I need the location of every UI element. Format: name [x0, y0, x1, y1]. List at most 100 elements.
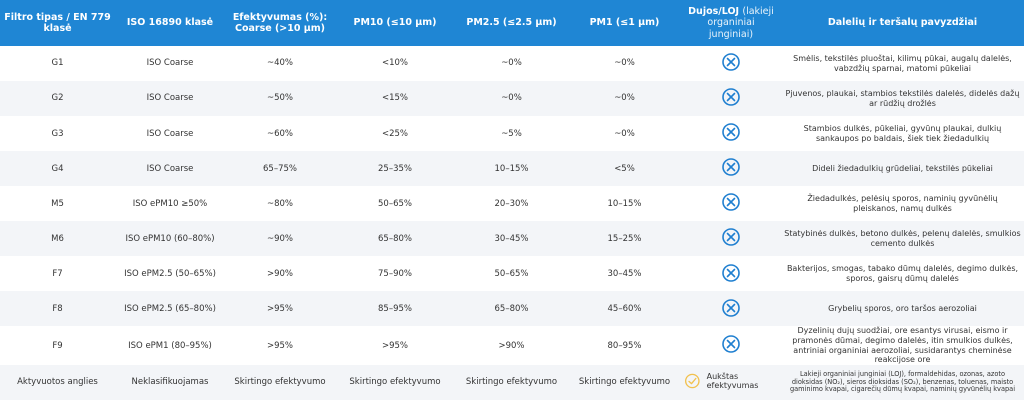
table-row: G4 ISO Coarse 65–75% 25–35% 10–15% <5% Dideli …: [0, 151, 1024, 187]
examples-cell: Grybelių sporos, oro taršos aerozoliai: [781, 291, 1024, 327]
cell: ISO Coarse: [146, 58, 194, 69]
cell: F9: [52, 340, 63, 351]
cell: 15–25%: [568, 221, 681, 257]
x-icon: [722, 158, 740, 177]
cell: >90%: [498, 340, 525, 351]
cell: ISO Coarse: [115, 151, 225, 187]
cell: ~40%: [266, 58, 293, 69]
header-cell: PM1 (≤1 µm): [568, 0, 681, 46]
table-row: G1 ISO Coarse ~40% <10% ~0% ~0% Smėlis, teksti…: [0, 46, 1024, 81]
cell: ~0%: [455, 81, 568, 117]
table-row: F9 ISO ePM1 (80–95%) >95% >95% >90% 80–95% Dyz…: [0, 326, 1024, 364]
gas-cell: [681, 151, 781, 187]
cell: >95%: [225, 291, 335, 327]
table-body: G1 ISO Coarse ~40% <10% ~0% ~0% Smėlis, teksti…: [0, 46, 1024, 400]
gas-cell: [681, 291, 781, 327]
header-cell: ISO 16890 klasė: [115, 0, 225, 46]
header-cell: Dujos/LOJ (lakieji organiniai junginiai): [681, 0, 781, 46]
examples-cell: Žiedadulkės, pelėsių sporos, naminių gyv…: [807, 194, 998, 213]
cell: G2: [0, 81, 115, 117]
table-row: G2 ISO Coarse ~50% <15% ~0% ~0% Pjuvenos, plau…: [0, 81, 1024, 117]
cell: ~80%: [266, 198, 293, 209]
x-icon: [722, 53, 740, 72]
cell: G4: [0, 151, 115, 187]
cell: Skirtingo efektyvumo: [225, 364, 335, 400]
examples-cell: Bakterijos, smogas, tabako dūmų dalelės,…: [786, 264, 1019, 283]
cell: Skirtingo efektyvumo: [568, 364, 681, 400]
cell: ~60%: [266, 128, 293, 139]
cell: Aktyvuotos anglies: [0, 364, 115, 400]
table-header: Filtro tipas / EN 779 klasė ISO 16890 kl…: [0, 0, 1024, 46]
cell: ~0%: [614, 58, 635, 69]
table-row: G3 ISO Coarse ~60% <25% ~5% ~0% Stambios dulkė…: [0, 116, 1024, 151]
check-icon: [684, 373, 700, 389]
cell: 45–60%: [568, 291, 681, 327]
x-icon: [722, 123, 740, 142]
cell: >95%: [381, 340, 408, 351]
cell: 30–45%: [607, 268, 642, 279]
cell: 50–65%: [494, 268, 529, 279]
cell: ~5%: [501, 128, 522, 139]
examples-cell: Lakieji organiniai junginiai (LOJ), form…: [781, 364, 1024, 400]
cell: ISO Coarse: [115, 81, 225, 117]
x-icon: [722, 298, 740, 317]
header-note: (lakieji organiniai junginiai): [707, 5, 774, 40]
cell: G3: [51, 128, 64, 139]
cell: ISO ePM10 (60–80%): [115, 221, 225, 257]
cell: 25–35%: [335, 151, 455, 187]
header-row: Filtro tipas / EN 779 klasė ISO 16890 kl…: [0, 0, 1024, 46]
cell: 80–95%: [607, 340, 642, 351]
table-row: F8 ISO ePM2.5 (65–80%) >95% 85–95% 65–80% 45–…: [0, 291, 1024, 327]
cell: >95%: [266, 340, 293, 351]
gas-cell: [681, 256, 781, 291]
gas-indicator: Aukštas efektyvumas: [684, 371, 778, 391]
header-text: Dujos/LOJ: [688, 5, 740, 17]
header-cell: Efektyvumas (%): Coarse (>10 µm): [225, 0, 335, 46]
gas-cell: [681, 116, 781, 151]
cell: F7: [52, 268, 63, 279]
cell: ~0%: [501, 58, 522, 69]
cell: 75–90%: [378, 268, 412, 279]
header-cell: PM2.5 (≤2.5 µm): [455, 0, 568, 46]
header-cell: Dalelių ir teršalų pavyzdžiai: [781, 0, 1024, 46]
cell: <25%: [381, 128, 408, 139]
gas-cell: [681, 186, 781, 221]
cell: ISO ePM10 ≥50%: [132, 198, 208, 209]
cell: F8: [0, 291, 115, 327]
gas-cell: [681, 46, 781, 81]
cell: G1: [51, 58, 64, 69]
cell: <10%: [381, 58, 408, 69]
cell: <5%: [568, 151, 681, 187]
gas-cell: [681, 81, 781, 117]
cell: ISO ePM2.5 (65–80%): [115, 291, 225, 327]
x-icon: [722, 263, 740, 282]
examples-cell: Dideli žiedadulkių grūdeliai, tekstilės …: [781, 151, 1024, 187]
cell: ISO Coarse: [146, 128, 194, 139]
gas-cell: [681, 221, 781, 257]
cell: ISO ePM1 (80–95%): [128, 340, 212, 351]
cell: Skirtingo efektyvumo: [335, 364, 455, 400]
examples-cell: Dyzelinių dujų suodžiai, ore esantys vir…: [792, 326, 1013, 365]
cell: M6: [0, 221, 115, 257]
examples-cell: Pjuvenos, plaukai, stambios tekstilės da…: [781, 81, 1024, 117]
examples-cell: Statybinės dulkės, betono dulkės, pelenų…: [781, 221, 1024, 257]
cell: 30–45%: [455, 221, 568, 257]
cell: 10–15%: [455, 151, 568, 187]
cell: ISO ePM2.5 (50–65%): [124, 268, 216, 279]
header-cell: PM10 (≤10 µm): [335, 0, 455, 46]
table-row: M5 ISO ePM10 ≥50% ~80% 50–65% 20–30% 10–15% Ži…: [0, 186, 1024, 221]
cell: 65–80%: [455, 291, 568, 327]
cell: M5: [51, 198, 64, 209]
gas-label: Aukštas efektyvumas: [706, 371, 759, 391]
x-icon: [722, 88, 740, 107]
cell: 85–95%: [335, 291, 455, 327]
cell: 50–65%: [378, 198, 412, 209]
table-row: M6 ISO ePM10 (60–80%) ~90% 65–80% 30–45% 15–2…: [0, 221, 1024, 257]
cell: Neklasifikuojamas: [115, 364, 225, 400]
cell: ~0%: [568, 81, 681, 117]
table-row: Aktyvuotos anglies Neklasifikuojamas Skirt…: [0, 364, 1024, 400]
cell: <15%: [335, 81, 455, 117]
cell: ~90%: [225, 221, 335, 257]
